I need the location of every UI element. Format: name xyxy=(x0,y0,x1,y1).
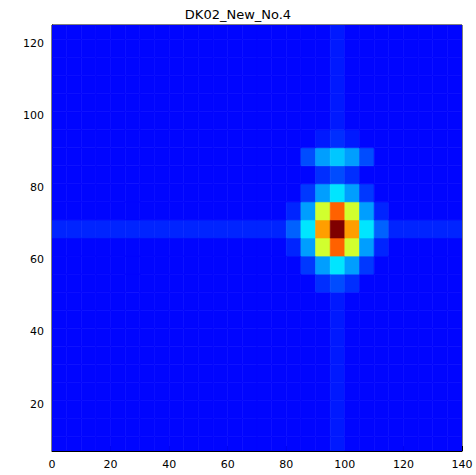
svg-text:140: 140 xyxy=(452,458,473,471)
svg-text:20: 20 xyxy=(30,398,44,411)
svg-text:0: 0 xyxy=(49,458,56,471)
svg-text:120: 120 xyxy=(393,458,414,471)
svg-text:100: 100 xyxy=(334,458,355,471)
svg-text:40: 40 xyxy=(30,325,44,338)
svg-text:80: 80 xyxy=(279,458,293,471)
svg-text:120: 120 xyxy=(23,37,44,50)
svg-text:60: 60 xyxy=(30,253,44,266)
svg-text:100: 100 xyxy=(23,109,44,122)
svg-text:60: 60 xyxy=(221,458,235,471)
svg-text:20: 20 xyxy=(104,458,118,471)
svg-text:40: 40 xyxy=(162,458,176,471)
svg-text:80: 80 xyxy=(30,181,44,194)
svg-text:DK02_New_No.4: DK02_New_No.4 xyxy=(185,7,291,22)
